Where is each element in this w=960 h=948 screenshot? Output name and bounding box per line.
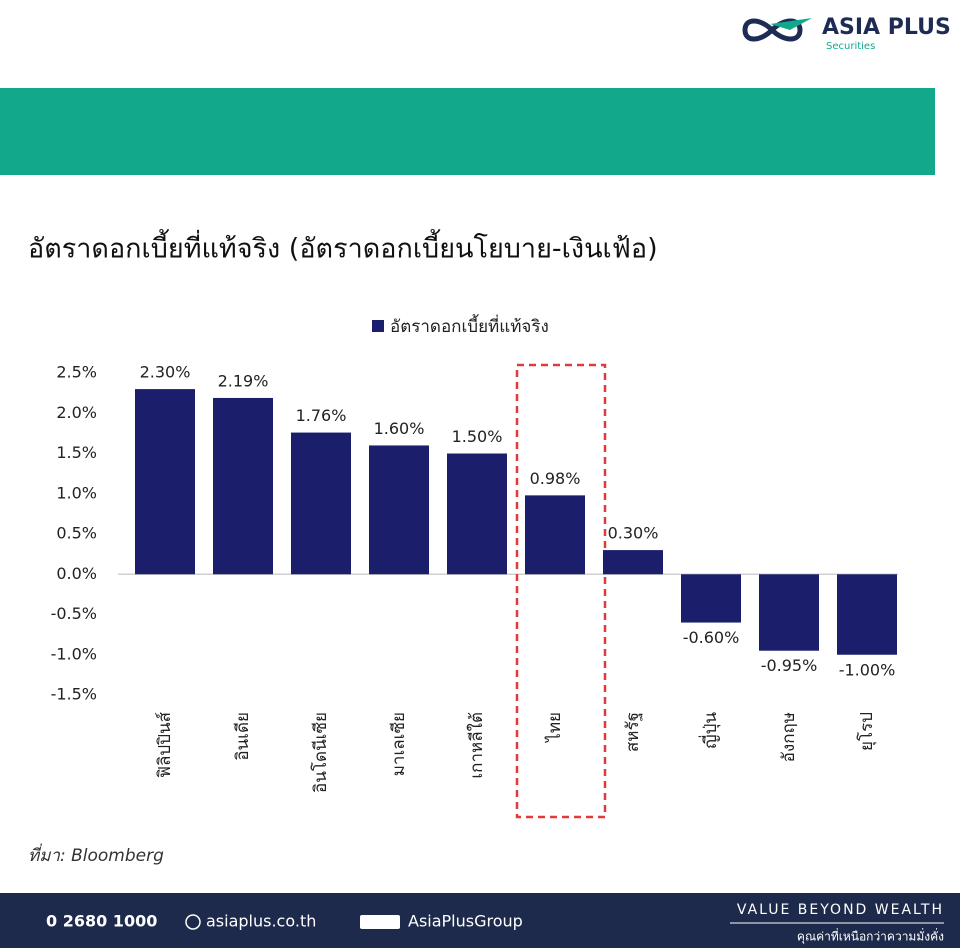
value-label: 1.50%	[452, 427, 503, 446]
value-label: -0.95%	[761, 656, 818, 675]
footer-phone: 0 2680 1000	[46, 912, 157, 931]
value-label: 1.76%	[296, 406, 347, 425]
footer-social: AsiaPlusGroup	[408, 912, 523, 931]
bar	[447, 453, 507, 575]
slogan-th: คุณค่าที่เหนือกว่าความมั่งคั่ง	[797, 928, 944, 945]
bar	[603, 550, 663, 575]
slogan: VALUE BEYOND WEALTH	[737, 902, 944, 918]
value-label: 2.19%	[218, 371, 269, 390]
bar	[837, 574, 897, 655]
y-tick-label: -1.0%	[51, 644, 97, 663]
x-tick-label: อินโดนีเซีย	[310, 712, 331, 793]
bar	[213, 397, 273, 575]
value-label: -1.00%	[839, 660, 896, 679]
legend-swatch	[372, 320, 384, 332]
bar	[369, 445, 429, 575]
value-label: 1.60%	[374, 419, 425, 438]
y-tick-label: 1.5%	[56, 443, 97, 462]
bar	[135, 389, 195, 575]
header-band	[0, 88, 935, 175]
x-tick-label: ญี่ปุ่น	[698, 712, 721, 749]
y-tick-label: 0.0%	[56, 564, 97, 583]
x-tick-label: อังกฤษ	[779, 712, 799, 762]
x-tick-label: ฟิลิปปินส์	[155, 711, 175, 778]
value-label: 0.30%	[608, 524, 659, 543]
logo-icon	[742, 18, 803, 42]
y-tick-label: -0.5%	[51, 604, 97, 623]
y-tick-label: 2.5%	[56, 363, 97, 382]
chart-title: อัตราดอกเบี้ยที่แท้จริง (อัตราดอกเบี้ยนโ…	[28, 229, 658, 265]
value-label: -0.60%	[683, 628, 740, 647]
logo-sub: Securities	[826, 41, 875, 52]
value-label: 0.98%	[530, 469, 581, 488]
logo-accent	[770, 18, 812, 30]
bar	[525, 495, 585, 575]
x-tick-label: มาเลเซีย	[389, 712, 409, 776]
y-tick-label: 2.0%	[56, 403, 97, 422]
x-tick-label: สหรัฐ	[623, 712, 643, 752]
y-tick-label: 0.5%	[56, 524, 97, 543]
bar	[681, 574, 741, 623]
y-tick-label: -1.5%	[51, 685, 97, 704]
x-tick-label: ยุโรป	[856, 712, 877, 751]
source: ที่มา: Bloomberg	[28, 843, 164, 866]
footer-website: asiaplus.co.th	[206, 912, 316, 931]
x-tick-label: อินเดีย	[233, 712, 253, 761]
legend-label: อัตราดอกเบี้ยที่แท้จริง	[390, 314, 549, 337]
y-tick-label: 1.0%	[56, 483, 97, 502]
bar	[291, 432, 351, 575]
x-tick-label: เกาหลีใต้	[466, 712, 487, 779]
logo-text: ASIA PLUS	[822, 15, 951, 40]
value-label: 2.30%	[140, 363, 191, 382]
footer-band	[0, 893, 960, 948]
social-icons	[360, 915, 400, 929]
bar	[759, 574, 819, 651]
x-tick-label: ไทย	[544, 712, 565, 744]
highlight-box	[515, 363, 607, 819]
globe-icon	[185, 914, 201, 930]
